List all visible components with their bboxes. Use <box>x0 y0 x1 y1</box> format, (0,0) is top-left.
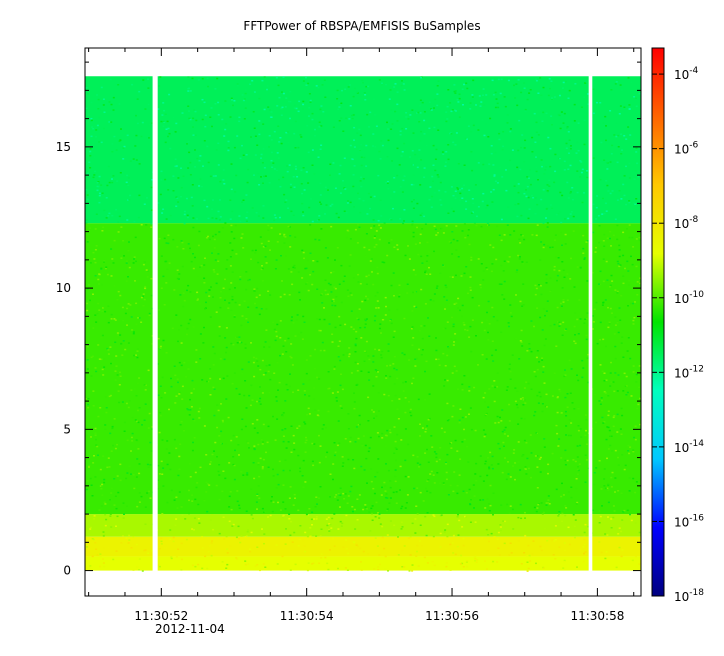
x-date-label: 2012-11-04 <box>155 622 225 636</box>
colorbar-tick-label: 10-4 <box>674 66 699 82</box>
y-axis: 0 5 10 15 <box>56 61 641 578</box>
spectrogram-band-3 <box>85 223 641 515</box>
spectrogram-image <box>85 48 641 596</box>
band-noise-2 <box>89 514 641 539</box>
y-tick-label: 5 <box>63 422 71 436</box>
colorbar: 10-4 10-6 10-8 10-10 10-12 10-14 10-16 10-18 <box>651 47 704 604</box>
colorbar-tick-label: 10-18 <box>674 588 704 604</box>
band-noise-0 <box>89 556 641 572</box>
colorbar-tick-label: 10-10 <box>674 290 704 306</box>
colorbar-tick-label: 10-12 <box>674 364 704 380</box>
y-tick-label: 10 <box>56 281 71 295</box>
y-tick-label: 15 <box>56 140 71 154</box>
band-noise-3 <box>85 223 641 516</box>
x-axis: 11:30:52 11:30:54 11:30:56 11:30:58 <box>88 48 635 623</box>
data-gap-0 <box>152 48 158 596</box>
x-tick-label: 11:30:54 <box>280 609 334 623</box>
spectrogram-band-2 <box>85 514 641 537</box>
spectrogram-band-0 <box>85 556 641 571</box>
x-tick-label: 11:30:52 <box>134 609 188 623</box>
y-tick-label: 0 <box>63 564 71 578</box>
chart-title: FFTPower of RBSPA/EMFISIS BuSamples <box>243 19 480 33</box>
colorbar-tick-label: 10-14 <box>674 439 704 455</box>
x-tick-label: 11:30:56 <box>425 609 479 623</box>
spectrogram-band-1 <box>85 536 641 557</box>
band-noise-1 <box>86 536 637 558</box>
plot-frame <box>84 47 642 597</box>
colorbar-tick-label: 10-8 <box>674 215 699 231</box>
data-gap-1 <box>588 48 593 596</box>
colorbar-tick-label: 10-6 <box>674 141 699 157</box>
colorbar-tick-label: 10-16 <box>674 513 704 529</box>
x-tick-label: 11:30:58 <box>570 609 624 623</box>
colorbar-gradient <box>651 47 665 597</box>
band-noise-4 <box>85 76 641 225</box>
